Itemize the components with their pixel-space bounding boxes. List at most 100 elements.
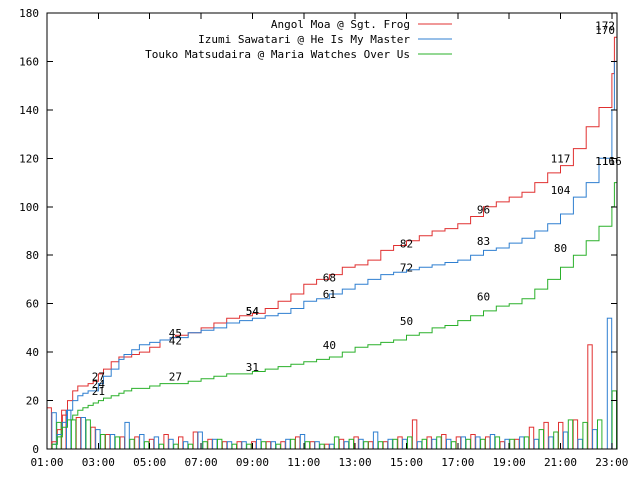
data-label: 24 xyxy=(92,378,106,391)
histogram-bar xyxy=(256,438,262,450)
histogram-bar xyxy=(153,436,160,450)
histogram-bar xyxy=(270,441,277,450)
histogram-bar xyxy=(543,421,549,450)
histogram-bar xyxy=(587,344,593,450)
histogram-bar xyxy=(173,443,179,450)
y-tick-label: 40 xyxy=(26,346,39,359)
x-tick-label: 19:00 xyxy=(493,456,526,469)
histogram-bar xyxy=(139,434,145,450)
histogram-bar xyxy=(494,436,501,450)
histogram-bar xyxy=(416,441,423,450)
histogram-bar xyxy=(475,436,481,450)
histogram-bar xyxy=(548,436,554,450)
histogram-bar xyxy=(460,436,467,450)
histogram-bar xyxy=(397,436,403,450)
histogram-bar xyxy=(212,438,218,450)
data-label: 42 xyxy=(169,334,182,347)
histogram-bar xyxy=(407,436,413,450)
data-label: 80 xyxy=(554,242,567,255)
histogram-bar xyxy=(519,436,525,450)
histogram-bar xyxy=(572,419,579,450)
y-tick-label: 100 xyxy=(19,201,39,214)
histogram-bar xyxy=(143,441,150,450)
histogram-bar xyxy=(70,419,77,450)
histogram-bar xyxy=(182,441,189,450)
plot-frame xyxy=(46,12,618,450)
data-label: 54 xyxy=(246,305,260,318)
y-tick-label: 20 xyxy=(26,395,39,408)
histogram-bar xyxy=(470,434,476,450)
histogram-bar xyxy=(275,443,281,450)
x-tick-label: 09:00 xyxy=(236,456,269,469)
y-tick-label: 180 xyxy=(19,7,39,20)
histogram-bar xyxy=(533,438,540,450)
histogram-bar xyxy=(411,419,418,450)
histogram-bar xyxy=(597,419,603,450)
histogram-bar xyxy=(202,441,208,450)
bar-histogram xyxy=(46,317,617,450)
histogram-bar xyxy=(441,434,447,450)
histogram-bar xyxy=(465,438,471,450)
legend: Angol Moa @ Sgt. Frog Izumi Sawatari @ He… xyxy=(145,18,452,61)
data-label: 21 xyxy=(92,385,105,398)
histogram-bar xyxy=(90,426,96,450)
peak-label: 116 xyxy=(595,155,615,168)
histogram-bar xyxy=(314,441,320,450)
histogram-bar xyxy=(187,443,194,450)
series-line xyxy=(47,37,618,450)
histogram-bar xyxy=(377,441,384,450)
histogram-bar xyxy=(338,438,345,450)
y-tick-label: 0 xyxy=(32,443,39,456)
histogram-bar xyxy=(329,443,335,450)
histogram-bar xyxy=(480,438,486,450)
histogram-bar xyxy=(363,441,369,450)
histogram-bar xyxy=(75,417,82,450)
axes: 0 20 40 60 80 100 120 140 160 180 01:00 03:00 05:00 0… xyxy=(19,7,628,469)
legend-label: Angol Moa @ Sgt. Frog xyxy=(271,18,410,31)
histogram-bar xyxy=(485,436,491,450)
histogram-bar xyxy=(333,436,340,450)
histogram-bar xyxy=(392,438,398,450)
legend-label: Touko Matsudaira @ Maria Watches Over Us xyxy=(145,48,410,61)
x-tick-label: 23:00 xyxy=(595,456,628,469)
data-label: 68 xyxy=(323,271,336,284)
data-label: 117 xyxy=(551,153,571,166)
x-tick-label: 07:00 xyxy=(184,456,217,469)
histogram-bar xyxy=(124,421,130,450)
histogram-bar xyxy=(567,419,574,450)
histogram-bar xyxy=(290,438,296,450)
data-label: 82 xyxy=(400,237,413,250)
histogram-bar xyxy=(489,434,496,450)
x-tick-label: 01:00 xyxy=(30,456,63,469)
histogram-bar xyxy=(295,436,301,450)
y-tick-label: 160 xyxy=(19,55,39,68)
histogram-bar xyxy=(236,441,242,450)
data-label: 31 xyxy=(246,361,259,374)
histogram-bar xyxy=(499,441,506,450)
histogram-bar xyxy=(246,443,252,450)
series-lines xyxy=(47,32,618,450)
x-tick-label: 03:00 xyxy=(82,456,115,469)
histogram-bar xyxy=(372,431,379,450)
histogram-bar xyxy=(158,443,165,450)
data-labels: 1721701162724214542275454316861408272509… xyxy=(92,19,622,398)
y-tick-label: 80 xyxy=(26,249,39,262)
histogram-bar xyxy=(129,438,135,450)
data-label: 72 xyxy=(400,262,413,275)
data-label: 116 xyxy=(602,155,622,168)
histogram-bar xyxy=(358,438,364,450)
histogram-bar xyxy=(119,436,125,450)
histogram-bar xyxy=(382,441,389,450)
peak-label: 170 xyxy=(595,24,615,37)
histogram-bar xyxy=(528,426,535,450)
histogram-bar xyxy=(114,436,121,450)
histogram-bar xyxy=(426,436,432,450)
y-tick-label: 60 xyxy=(26,298,39,311)
histogram-bar xyxy=(509,438,515,450)
histogram-bar xyxy=(606,317,613,450)
histogram-bar xyxy=(592,429,598,450)
x-tick-label: 21:00 xyxy=(544,456,577,469)
histogram-bar xyxy=(368,441,374,450)
histogram-bar xyxy=(178,436,184,450)
histogram-bar xyxy=(241,441,247,450)
